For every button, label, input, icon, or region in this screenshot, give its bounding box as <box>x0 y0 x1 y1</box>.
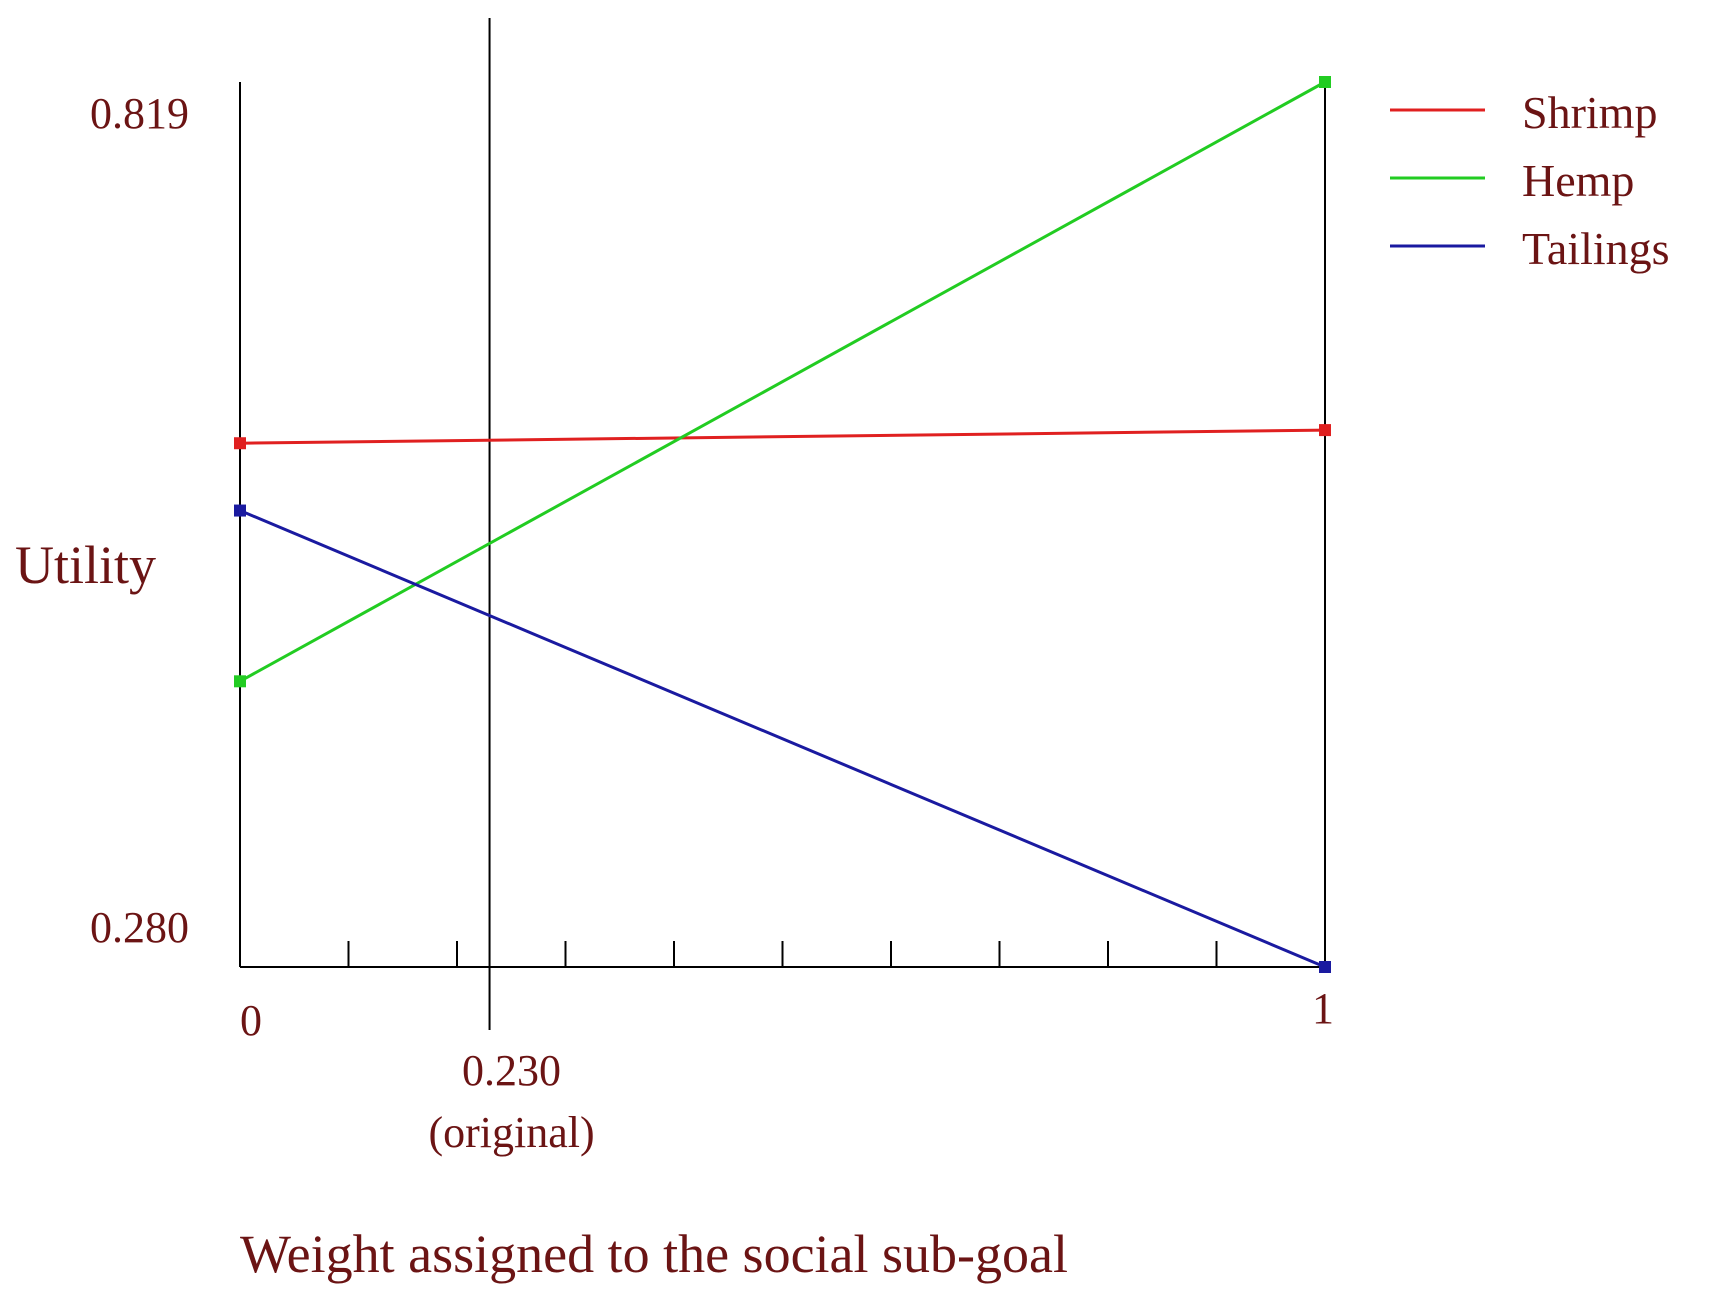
series-line-shrimp <box>239 428 1326 445</box>
series-group <box>234 76 1331 973</box>
y-tick-label-top: 0.819 <box>90 89 189 138</box>
data-point-tailings <box>1319 961 1331 973</box>
legend: Shrimp Hemp Tailings <box>1390 87 1670 274</box>
series-line-hemp <box>239 80 1326 683</box>
series-line-tailings <box>239 509 1326 969</box>
data-point-shrimp <box>234 437 246 450</box>
x-tick-label-end: 1 <box>1312 984 1334 1033</box>
legend-label-shrimp: Shrimp <box>1522 87 1657 138</box>
data-point-shrimp <box>1319 424 1331 437</box>
reference-line-sublabel: (original) <box>428 1108 594 1157</box>
x-tick-label-start: 0 <box>240 996 262 1045</box>
reference-line-label: 0.230 <box>462 1046 561 1095</box>
y-axis-title: Utility <box>15 535 156 595</box>
legend-label-tailings: Tailings <box>1522 223 1670 274</box>
data-point-tailings <box>234 504 246 517</box>
legend-label-hemp: Hemp <box>1522 155 1634 206</box>
data-point-hemp <box>1319 76 1331 88</box>
data-point-hemp <box>234 675 246 688</box>
y-tick-label-bottom: 0.280 <box>90 903 189 952</box>
x-axis-title: Weight assigned to the social sub-goal <box>240 1224 1068 1284</box>
x-minor-ticks <box>347 941 1218 967</box>
